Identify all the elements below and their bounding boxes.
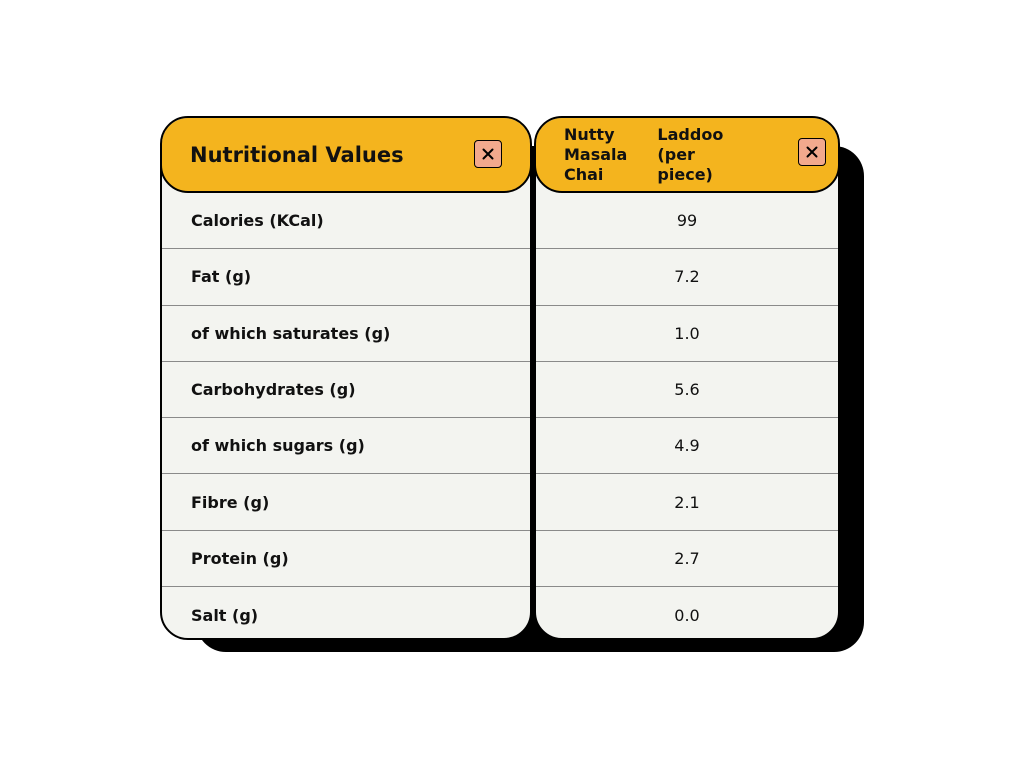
row-value: 5.6 [674,380,700,400]
row-label: Calories (KCal) [191,211,324,231]
row-label: Fat (g) [191,267,252,287]
values-title-line1: Nutty Masala Chai [564,124,628,184]
table-row: Fat (g) [162,249,530,306]
values-title-line2: Laddoo (per piece) [657,124,724,184]
table-row: 2.1 [536,474,838,531]
row-label: Salt (g) [191,605,259,625]
table-row: Calories (KCal) [162,193,530,250]
row-value: 2.7 [674,548,700,568]
table-row: 99 [536,193,838,250]
row-label: Fibre (g) [191,492,270,512]
values-list: 99 7.2 1.0 5.6 4.9 2.1 2.7 0.0 [536,193,838,638]
nutrition-labels-panel: Nutritional Values Calories (KCal) Fat (… [160,116,532,640]
row-value: 1.0 [674,323,700,343]
values-title: Nutty Masala Chai Laddoo (per piece) [564,118,754,191]
values-header: Nutty Masala Chai Laddoo (per piece) [536,118,838,193]
table-row: 4.9 [536,418,838,475]
close-icon [806,146,818,158]
table-row: Fibre (g) [162,474,530,531]
row-value: 7.2 [674,267,700,287]
row-label: of which sugars (g) [191,436,365,456]
row-value: 4.9 [674,436,700,456]
table-row: 7.2 [536,249,838,306]
table-row: of which saturates (g) [162,306,530,362]
table-row: 0.0 [536,587,838,638]
row-label: of which saturates (g) [191,323,391,343]
table-row: 1.0 [536,306,838,362]
labels-header: Nutritional Values [162,118,530,193]
table-row: Protein (g) [162,531,530,588]
labels-list: Calories (KCal) Fat (g) of which saturat… [162,193,530,638]
table-row: of which sugars (g) [162,418,530,475]
close-icon [482,148,494,160]
row-value: 0.0 [674,605,700,625]
row-value: 2.1 [674,492,700,512]
row-label: Protein (g) [191,548,289,568]
labels-title: Nutritional Values [190,142,404,167]
table-row: Carbohydrates (g) [162,362,530,419]
table-row: Salt (g) [162,587,530,638]
row-value: 99 [676,211,698,231]
row-label: Carbohydrates (g) [191,380,356,400]
close-labels-button[interactable] [474,140,502,168]
table-row: 5.6 [536,362,838,419]
nutrition-values-panel: Nutty Masala Chai Laddoo (per piece) 99 … [534,116,840,640]
close-values-button[interactable] [798,138,826,166]
table-row: 2.7 [536,531,838,588]
